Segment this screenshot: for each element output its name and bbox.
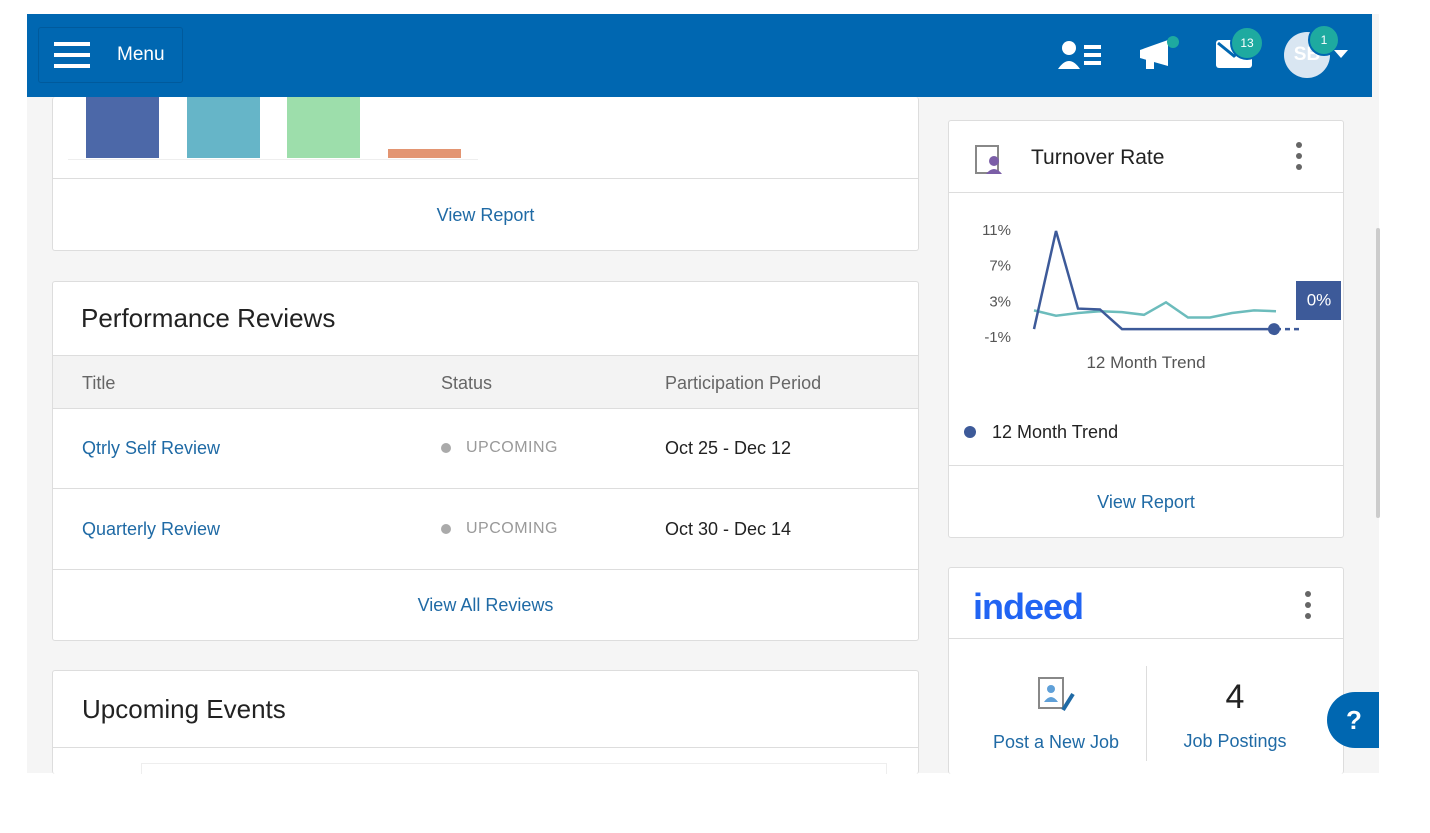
announcements-icon[interactable]: [1138, 34, 1182, 72]
status: UPCOMING: [466, 439, 558, 456]
y-tick-label: -1%: [984, 329, 1011, 346]
report-icon: [975, 145, 1002, 174]
column-header: Participation Period: [665, 373, 822, 393]
bar-decoration: [388, 149, 461, 158]
dropdown-arrow[interactable]: [1334, 50, 1348, 60]
more-menu[interactable]: [1295, 141, 1303, 173]
job-count: 4: [1225, 678, 1245, 716]
legend-label: 12 Month Trend: [992, 422, 1118, 442]
indeed-card: indeed Post a New Job 4 Job Postings: [948, 567, 1344, 774]
card-title: Turnover Rate: [1031, 146, 1165, 169]
review-link[interactable]: Quarterly Review: [82, 519, 221, 539]
y-tick-label: 7%: [989, 258, 1011, 275]
post-job-icon: [1038, 677, 1075, 712]
messages-badge: 13: [1230, 26, 1264, 60]
tooltip-box: [1296, 281, 1341, 320]
bar-decoration: [187, 97, 260, 158]
period: Oct 25 - Dec 12: [665, 438, 792, 458]
card-title: Performance Reviews: [81, 303, 336, 333]
post-job-link[interactable]: Post a New Job: [992, 732, 1120, 752]
scrollbar: [1376, 228, 1380, 518]
y-tick-label: 11%: [982, 222, 1011, 239]
tooltip-label: 0%: [1307, 290, 1332, 309]
performance-card: Performance Reviews Title Status Partici…: [52, 281, 919, 641]
status: UPCOMING: [466, 520, 558, 537]
view-report-link[interactable]: View Report: [1097, 492, 1195, 512]
trend-line: [1033, 300, 1277, 319]
review-link[interactable]: Qtrly Self Review: [82, 438, 221, 458]
period: Oct 30 - Dec 14: [665, 519, 792, 539]
table-header: Title Status Participation Period: [53, 355, 918, 409]
column-header: Title: [82, 373, 116, 393]
view-all-link[interactable]: View All Reviews: [417, 595, 554, 615]
people-icon[interactable]: [1058, 40, 1102, 70]
turnover-chart: 11% 7% 3% -1% 12 Month Trend 0% 12 Month Trend: [964, 222, 1341, 442]
job-postings-link[interactable]: Job Postings: [1183, 731, 1287, 751]
bar-decoration: [287, 97, 360, 158]
events-card: Upcoming Events: [52, 670, 919, 774]
indeed-logo: indeed: [973, 586, 1084, 627]
help-button[interactable]: ?: [1327, 692, 1379, 748]
column-header: Status: [441, 373, 493, 393]
y-tick-label: 3%: [989, 293, 1011, 310]
highlight-point: [1268, 323, 1280, 336]
x-axis-label: 12 Month Trend: [1086, 353, 1205, 372]
more-menu[interactable]: [1304, 590, 1312, 622]
view-report-link[interactable]: View Report: [436, 205, 535, 225]
menu-icon: [54, 42, 90, 68]
card-title: Upcoming Events: [82, 694, 286, 724]
legend-marker: [964, 426, 976, 438]
menu-button[interactable]: Menu: [38, 27, 183, 83]
menu-label: Menu: [117, 44, 165, 65]
report-card: View Report: [52, 97, 919, 251]
trend-line: [1032, 230, 1276, 331]
bar-decoration: [86, 97, 159, 158]
